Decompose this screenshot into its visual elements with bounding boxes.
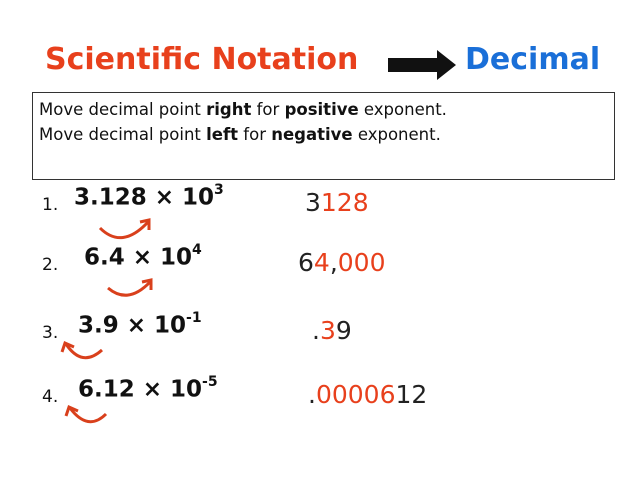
rule-box: Move decimal point right for positive ex… — [32, 92, 615, 180]
expression-base: 3.128 × 10 — [74, 184, 215, 211]
rule-text: for — [238, 125, 272, 144]
rule-text: Move decimal point — [39, 125, 207, 144]
rule-text: Move decimal point — [39, 100, 207, 119]
answer-digits: 128 — [320, 188, 369, 217]
answer: 3128 — [305, 188, 369, 217]
answer-digits: , — [329, 248, 338, 277]
problem-number: 3. — [42, 323, 59, 343]
answer-digits: 000 — [337, 248, 386, 277]
exponent: -5 — [202, 374, 218, 390]
answer-digits: 3 — [305, 188, 321, 217]
answer-digits: 12 — [395, 380, 428, 409]
rule-line: Move decimal point right for positive ex… — [39, 97, 608, 122]
expression: 6.12 × 10-5 — [78, 374, 218, 403]
move-arrows — [60, 218, 153, 424]
answer: 64,000 — [298, 248, 385, 277]
problem-number: 2. — [42, 255, 59, 275]
exponent: -1 — [186, 310, 202, 326]
answer-digits: . — [312, 316, 320, 345]
rule-text: negative — [271, 125, 353, 144]
problem-number: 1. — [42, 195, 59, 215]
answer-digits: . — [308, 380, 316, 409]
problem-number: 4. — [42, 387, 59, 407]
answer-digits: 4 — [313, 248, 330, 277]
title-right: Decimal — [465, 42, 601, 77]
rule-text: for — [251, 100, 285, 119]
answer-digits: 6 — [298, 248, 314, 277]
rule-text: exponent. — [358, 100, 447, 119]
rule-text: exponent. — [352, 125, 441, 144]
answer-digits: 00006 — [315, 380, 396, 409]
rule-text: left — [206, 125, 239, 144]
rule-text: positive — [284, 100, 359, 119]
expression-base: 6.12 × 10 — [78, 376, 203, 403]
answer-digits: 3 — [319, 316, 336, 345]
expression: 3.128 × 103 — [74, 182, 224, 211]
answer-digits: 9 — [335, 316, 352, 345]
rule-line: Move decimal point left for negative exp… — [39, 122, 608, 147]
expression-base: 3.9 × 10 — [78, 312, 187, 339]
expression: 3.9 × 10-1 — [78, 310, 202, 339]
rule-text: right — [206, 100, 252, 119]
answer: .39 — [312, 316, 352, 345]
answer: .0000612 — [308, 380, 427, 409]
exponent: 4 — [192, 242, 202, 258]
expression-base: 6.4 × 10 — [84, 244, 193, 271]
title-left: Scientific Notation — [45, 42, 359, 77]
exponent: 3 — [214, 182, 224, 198]
expression: 6.4 × 104 — [84, 242, 202, 271]
title-arrow — [388, 50, 456, 80]
